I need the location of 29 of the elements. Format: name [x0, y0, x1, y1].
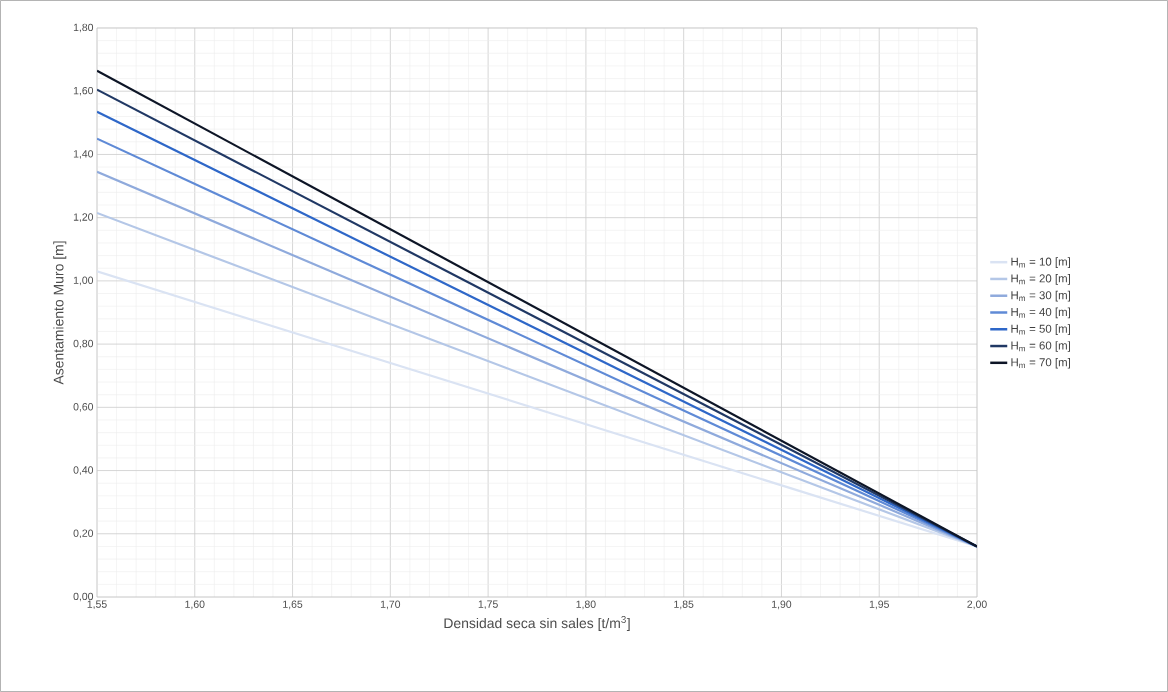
- y-tick-label: 0,80: [73, 339, 94, 349]
- legend-label: H$_{m}$ = 10 [m]: [1011, 257, 1070, 268]
- legend-label: H$_{m}$ = 20 [m]: [1011, 274, 1070, 285]
- x-tick-label: 1,75: [478, 600, 498, 610]
- x-tick-label: 1,70: [380, 600, 401, 610]
- y-axis-title: Asentamiento Muro [m]: [53, 241, 67, 385]
- y-tick-label: 0,60: [73, 403, 94, 412]
- x-tick-label: 1,65: [283, 600, 303, 610]
- y-tick-label: 1,40: [73, 150, 94, 159]
- legend-label: H$_{m}$ = 70 [m]: [1011, 357, 1070, 369]
- x-tick-label: 2,00: [967, 600, 987, 610]
- y-tick-label: 1,80: [73, 23, 94, 33]
- x-tick-label: 1,80: [576, 600, 596, 610]
- y-tick-label: 1,00: [73, 276, 94, 286]
- x-tick-label: 1,55: [87, 600, 107, 610]
- legend-label: H$_{m}$ = 50 [m]: [1011, 324, 1070, 336]
- legend-label: H$_{m}$ = 60 [m]: [1011, 341, 1070, 352]
- x-tick-label: 1,95: [869, 600, 889, 610]
- y-tick-label: 1,60: [73, 86, 94, 96]
- y-tick-label: 0,00: [73, 592, 94, 602]
- x-axis-title: Densidad seca sin sales [t/m$^{3}$]: [444, 616, 630, 631]
- y-tick-label: 1,20: [73, 213, 94, 222]
- legend-label: H$_{m}$ = 40 [m]: [1011, 307, 1070, 319]
- x-tick-label: 1,85: [674, 600, 694, 610]
- legend-label: H$_{m}$ = 30 [m]: [1011, 290, 1070, 302]
- x-tick-label: 1,60: [185, 600, 205, 610]
- y-tick-label: 0,20: [73, 529, 94, 539]
- x-tick-label: 1,90: [772, 600, 792, 610]
- y-tick-label: 0,40: [73, 466, 94, 475]
